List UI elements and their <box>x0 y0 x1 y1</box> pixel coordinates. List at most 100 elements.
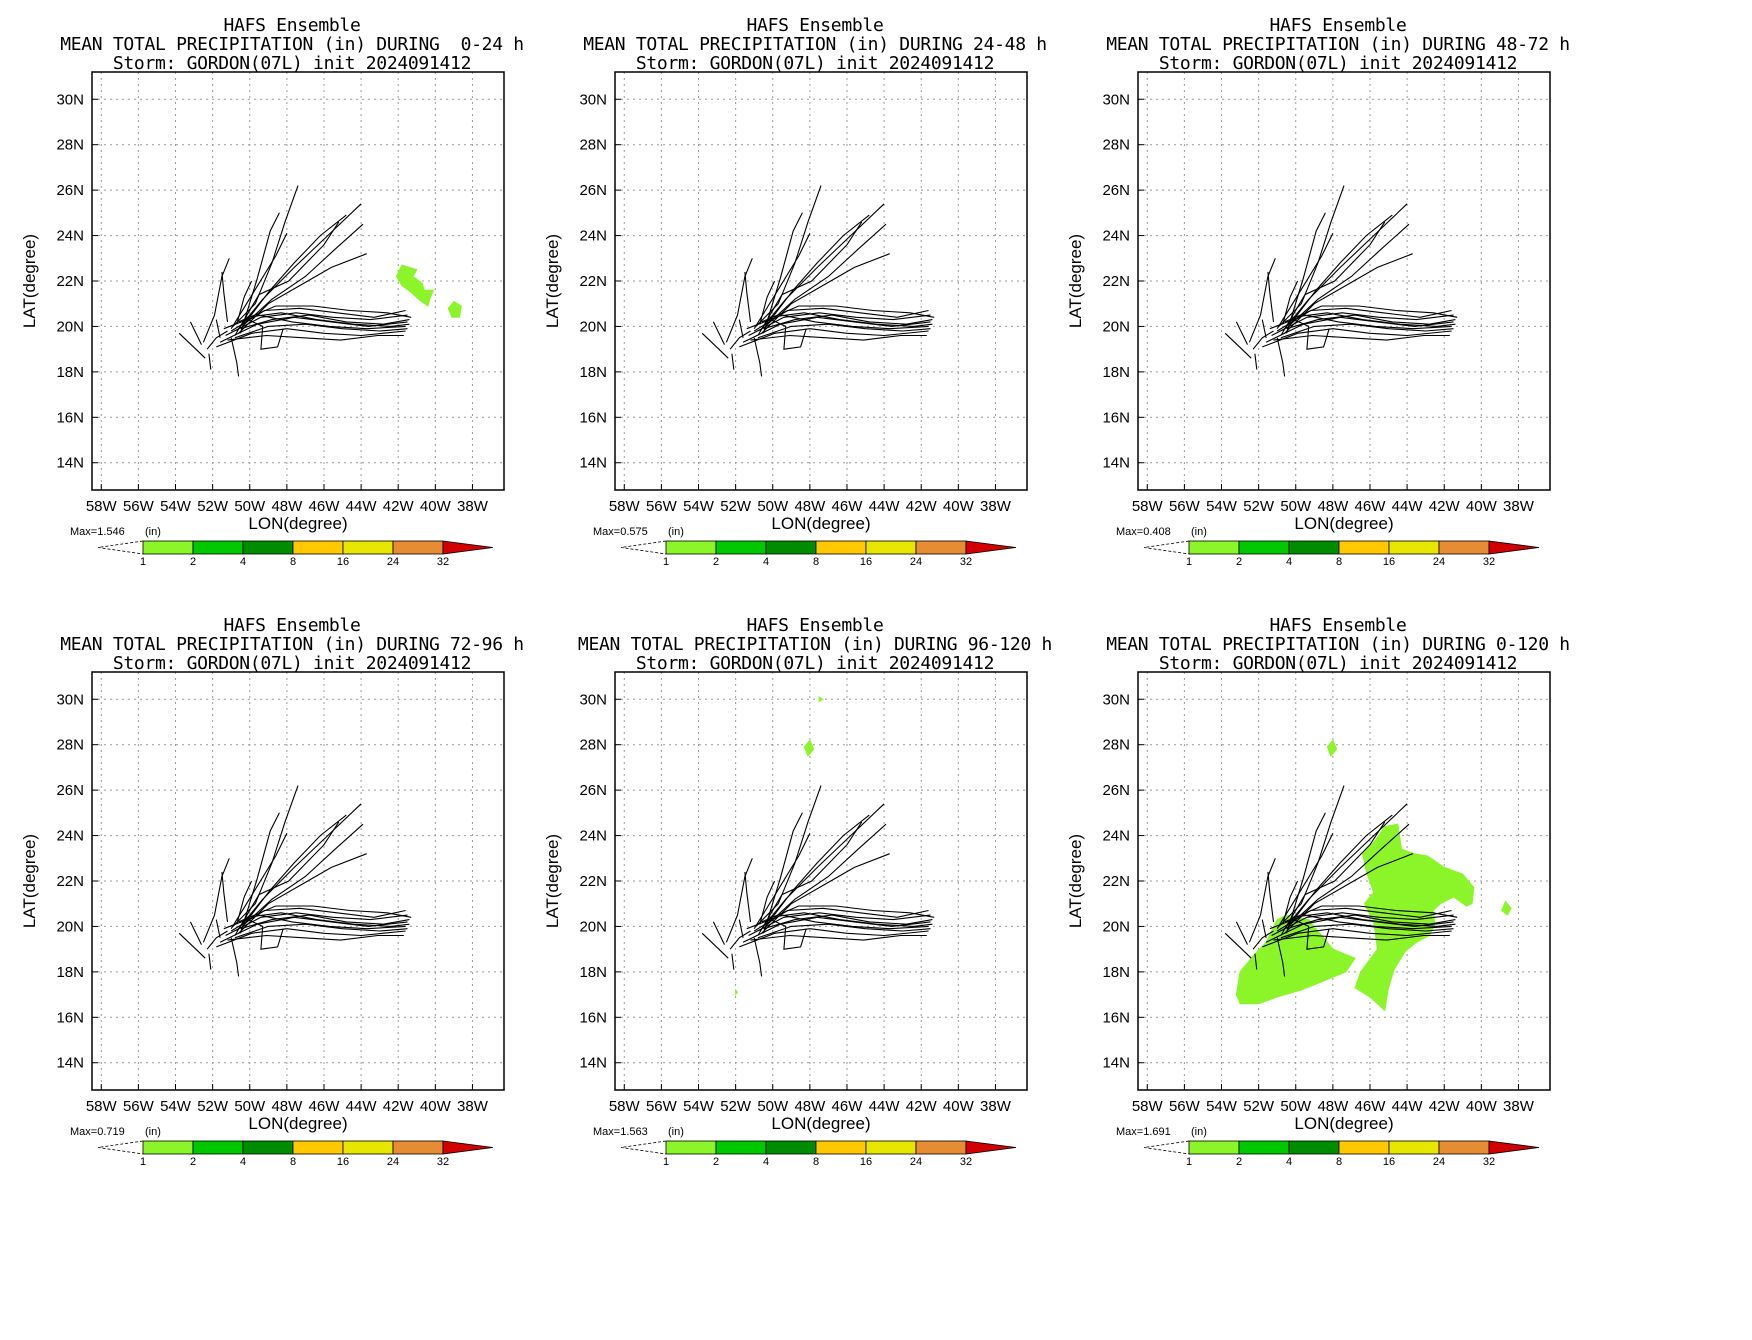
x-tick-label: 50W <box>1280 1098 1312 1115</box>
y-tick-label: 14N <box>579 455 607 472</box>
colorbar-level-label: 2 <box>713 556 719 568</box>
x-tick-label: 42W <box>383 498 415 515</box>
y-tick-label: 20N <box>579 318 607 335</box>
x-tick-label: 38W <box>1503 498 1535 515</box>
x-tick-label: 56W <box>1169 498 1201 515</box>
max-value-label: Max=0.575 <box>593 526 648 538</box>
x-tick-label: 44W <box>346 498 378 515</box>
x-tick-label: 58W <box>609 1098 641 1115</box>
y-tick-label: 18N <box>56 364 84 381</box>
ensemble-track <box>1285 212 1326 334</box>
x-tick-label: 42W <box>383 1098 415 1115</box>
unit-label: (in) <box>145 1126 161 1138</box>
ensemble-track <box>1235 921 1248 945</box>
colorbar-level-label: 8 <box>1336 556 1342 568</box>
ensemble-track <box>206 330 228 350</box>
ensemble-track <box>1284 853 1413 934</box>
ensemble-track <box>753 233 811 329</box>
ensemble-track <box>1273 334 1450 341</box>
x-tick-label: 40W <box>943 1098 975 1115</box>
y-tick-label: 28N <box>56 737 84 754</box>
y-tick-label: 18N <box>579 364 607 381</box>
map-plot: 58W 56W 54W 52W 50W 48W 46W 44W 42W 40W 38W 30N 28N 2… <box>1066 71 1551 568</box>
ensemble-track <box>1262 928 1452 948</box>
ensemble-track <box>764 223 887 327</box>
ensemble-track <box>744 871 752 922</box>
colorbar-segment <box>142 540 194 555</box>
y-tick-label: 30N <box>1102 691 1130 708</box>
y-axis-label: LAT(degree) <box>543 834 562 928</box>
ensemble-track <box>762 212 803 334</box>
x-axis-label: LON(degree) <box>248 514 347 533</box>
y-tick-label: 24N <box>1102 228 1130 245</box>
colorbar-segment <box>815 540 867 555</box>
colorbar-level-label: 2 <box>1236 1156 1242 1168</box>
y-tick-label: 24N <box>579 828 607 845</box>
x-tick-label: 54W <box>160 1098 192 1115</box>
ensemble-track <box>770 919 807 950</box>
colorbar-level-label: 24 <box>1433 556 1445 568</box>
precip-region <box>1235 914 1356 1005</box>
colorbar-segment <box>242 540 294 555</box>
panel-title-line: Storm: GORDON(07L) init 2024091412 <box>635 653 995 674</box>
ensemble-track <box>746 914 929 930</box>
y-tick-label: 24N <box>1102 828 1130 845</box>
ensemble-track <box>1287 823 1410 927</box>
x-tick-label: 58W <box>609 498 641 515</box>
ensemble-track <box>241 823 364 927</box>
colorbar-low-triangle <box>97 540 144 555</box>
y-tick-label: 28N <box>56 137 84 154</box>
y-tick-label: 26N <box>1102 782 1130 799</box>
colorbar-high-triangle <box>965 540 1017 555</box>
colorbar-segment <box>715 540 767 555</box>
colorbar-low-triangle <box>97 1140 144 1155</box>
x-tick-label: 58W <box>1132 1098 1164 1115</box>
x-tick-label: 50W <box>234 498 266 515</box>
ensemble-track <box>770 319 807 350</box>
panel-title-line: MEAN TOTAL PRECIPITATION (in) DURING 24-… <box>583 34 1047 55</box>
ensemble-track <box>216 328 406 348</box>
panel-title-line: MEAN TOTAL PRECIPITATION (in) DURING 72-… <box>60 634 524 655</box>
colorbar-level-label: 4 <box>763 556 769 568</box>
x-tick-label: 58W <box>1132 498 1164 515</box>
colorbar-segment <box>715 1140 767 1155</box>
ensemble-track <box>247 319 284 350</box>
grid <box>92 672 504 1090</box>
map-panel: HAFS Ensemble MEAN TOTAL PRECIPITATION (i… <box>0 0 584 670</box>
x-tick-label: 50W <box>234 1098 266 1115</box>
x-tick-label: 52W <box>197 1098 229 1115</box>
panel-title-line: HAFS Ensemble <box>746 15 884 36</box>
x-axis-label: LON(degree) <box>771 514 870 533</box>
ensemble-track <box>1282 203 1408 332</box>
y-tick-label: 22N <box>56 873 84 890</box>
colorbar-high-triangle <box>1488 1140 1540 1155</box>
ensemble-track <box>1248 858 1276 943</box>
ensemble-track <box>1248 258 1276 343</box>
x-tick-label: 48W <box>1317 1098 1349 1115</box>
colorbar-segment <box>915 540 967 555</box>
ensemble-track <box>234 221 340 336</box>
ensemble-track <box>238 305 412 323</box>
colorbar-level-label: 4 <box>763 1156 769 1168</box>
ensemble-track <box>189 321 202 345</box>
x-tick-label: 48W <box>271 498 303 515</box>
ensemble-track <box>759 203 885 332</box>
panel-title-line: MEAN TOTAL PRECIPITATION (in) DURING 0-2… <box>60 34 524 55</box>
max-value-label: Max=1.691 <box>1116 1126 1171 1138</box>
colorbar-segment <box>1438 540 1490 555</box>
y-axis-label: LAT(degree) <box>20 234 39 328</box>
ensemble-track <box>1267 871 1275 922</box>
x-tick-label: 52W <box>197 498 229 515</box>
ensemble-track <box>763 314 933 330</box>
colorbar-segment <box>665 1140 717 1155</box>
y-tick-label: 14N <box>56 455 84 472</box>
x-tick-label: 56W <box>646 498 678 515</box>
x-tick-label: 54W <box>1206 498 1238 515</box>
x-tick-label: 40W <box>943 498 975 515</box>
ensemble-track <box>761 905 935 923</box>
x-tick-label: 52W <box>1243 1098 1275 1115</box>
x-tick-label: 54W <box>1206 1098 1238 1115</box>
precip-region <box>1501 900 1512 916</box>
x-tick-label: 56W <box>123 498 155 515</box>
colorbar-level-label: 8 <box>290 556 296 568</box>
